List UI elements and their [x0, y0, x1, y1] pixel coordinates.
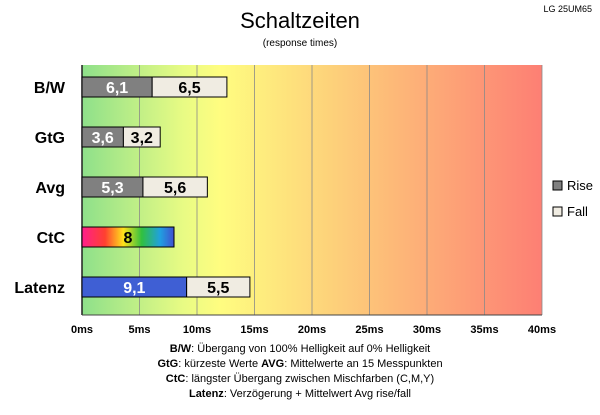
footnote-text: : Mittelwerte an 15 Messpunkten	[284, 358, 442, 370]
bar-rise	[81, 226, 175, 248]
x-tick-label: 30ms	[413, 324, 441, 336]
bars: 6,1 6,5 3,6 3,2 5,3 5,6 8 9,1 5,5	[81, 76, 251, 298]
data-label-rise: 9,1	[123, 280, 145, 297]
footnote-text: : Verzögerung + Mittelwert Avg rise/fall	[224, 388, 411, 400]
footnotes: B/W: Übergang von 100% Helligkeit auf 0%…	[157, 343, 442, 400]
footnote-text: : kürzeste Werte	[178, 358, 258, 370]
footnote-line: Latenz: Verzögerung + Mittelwert Avg ris…	[189, 388, 411, 400]
legend-label: Rise	[567, 178, 593, 193]
legend-label: Fall	[567, 204, 588, 219]
bar-fall	[151, 76, 228, 98]
category-label: GtG	[35, 130, 65, 147]
footnote-key: CtC	[166, 373, 186, 385]
footnote-key: AVG	[261, 358, 284, 370]
legend-swatch	[552, 180, 563, 191]
category-label: Latenz	[14, 280, 65, 297]
legend-swatch	[552, 206, 563, 217]
x-tick-label: 0ms	[71, 324, 93, 336]
x-tick-label: 40ms	[528, 324, 556, 336]
x-tick-labels: 0ms 5ms 10ms 15ms 20ms 25ms 30ms 35ms 40ms	[71, 324, 556, 336]
footnote-key: GtG	[157, 358, 178, 370]
footnote-text: : längster Übergang zwischen Mischfarben…	[185, 373, 434, 385]
data-label-rise: 6,1	[106, 80, 128, 97]
data-label-rise: 8	[124, 230, 133, 247]
category-label: B/W	[34, 80, 66, 97]
category-label: Avg	[35, 180, 65, 197]
x-tick-label: 10ms	[183, 324, 211, 336]
data-label-rise: 5,3	[101, 180, 123, 197]
category-label: CtC	[37, 230, 66, 247]
footnote-key: Latenz	[189, 388, 224, 400]
chart-subtitle: (response times)	[263, 38, 337, 49]
x-tick-label: 35ms	[470, 324, 498, 336]
x-tick-label: 5ms	[128, 324, 150, 336]
footnote-text: : Übergang von 100% Helligkeit auf 0% He…	[191, 343, 430, 355]
data-label-fall: 3,2	[131, 130, 153, 147]
chart-title: Schaltzeiten	[240, 8, 360, 33]
data-label-fall: 5,5	[207, 280, 229, 297]
legend: Rise Fall	[552, 178, 593, 219]
x-tick-label: 20ms	[298, 324, 326, 336]
bar-fall	[122, 126, 161, 148]
footnote-line: CtC: längster Übergang zwischen Mischfar…	[166, 373, 434, 385]
x-tick-label: 15ms	[240, 324, 268, 336]
bar-fall	[186, 276, 251, 298]
x-tick-label: 25ms	[355, 324, 383, 336]
footnote-line: B/W: Übergang von 100% Helligkeit auf 0%…	[170, 343, 430, 355]
footnote-line: GtG: kürzeste Werte AVG: Mittelwerte an …	[157, 358, 442, 370]
data-label-fall: 6,5	[178, 80, 200, 97]
bar-fall	[142, 176, 208, 198]
monitor-model: LG 25UM65	[543, 4, 592, 14]
category-labels: B/W GtG Avg CtC Latenz	[14, 80, 66, 297]
data-label-fall: 5,6	[164, 180, 186, 197]
data-label-rise: 3,6	[92, 130, 114, 147]
footnote-key: B/W	[170, 343, 192, 355]
